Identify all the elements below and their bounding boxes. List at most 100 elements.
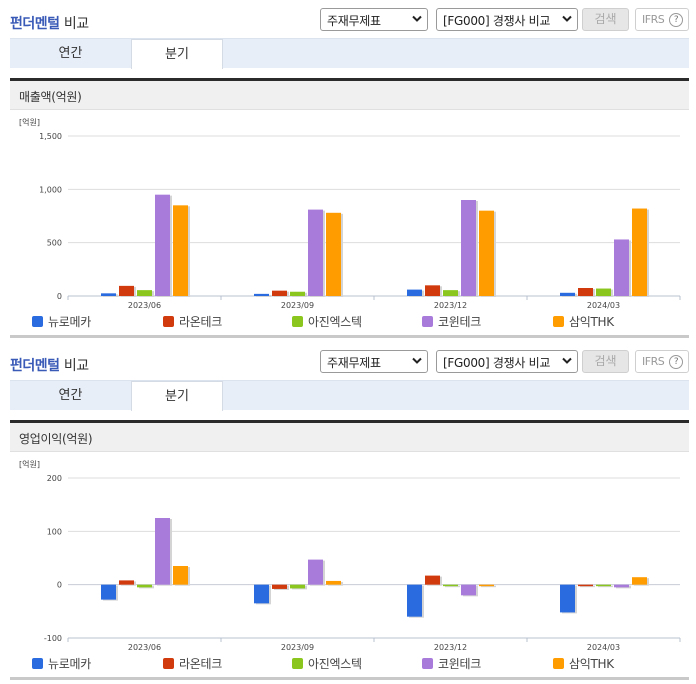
bar[interactable] (155, 518, 170, 585)
bar[interactable] (272, 584, 287, 589)
bar[interactable] (254, 293, 269, 296)
bar[interactable] (461, 200, 476, 296)
statement-type-select[interactable]: 주재무제표 (320, 350, 428, 373)
bar[interactable] (596, 288, 611, 296)
legend-label: 라온테크 (179, 657, 222, 671)
y-tick-label: 100 (47, 527, 62, 536)
bar[interactable] (173, 205, 188, 296)
legend-item[interactable]: 삼익THK (553, 655, 614, 672)
chart-panel-title: 영업이익(억원) (19, 432, 93, 446)
bar[interactable] (407, 289, 422, 296)
bar[interactable] (101, 584, 116, 600)
y-axis-unit: [억원] (19, 459, 40, 469)
period-tabs: 연간 분기 (10, 380, 689, 411)
legend-item[interactable]: 라온테크 (163, 313, 222, 330)
bar[interactable] (578, 288, 593, 296)
bar[interactable] (290, 584, 305, 589)
y-tick-label: 1,500 (39, 132, 62, 141)
y-tick-label: 0 (57, 292, 62, 301)
chart-panel-title: 매출액(억원) (19, 90, 82, 104)
bar[interactable] (479, 210, 494, 296)
search-button[interactable]: 검색 (582, 350, 629, 373)
bar[interactable] (308, 559, 323, 585)
x-tick-label: 2023/06 (128, 301, 161, 310)
bar[interactable] (101, 293, 116, 296)
legend-item[interactable]: 코윈테크 (422, 655, 481, 672)
bar[interactable] (443, 584, 458, 587)
x-tick-label: 2024/03 (587, 301, 620, 310)
bar[interactable] (254, 584, 269, 604)
bar[interactable] (272, 290, 287, 296)
ifrs-button[interactable]: IFRS ? (635, 8, 689, 31)
fundamental-section-operating-profit: 펀더멘털 비교 주재무제표 [FG000] 경쟁사 비교 검색 IFRS ? 연… (0, 342, 696, 684)
legend-swatch-icon (32, 658, 43, 669)
chart-legend: 뉴로메카 라온테크 아진엑스텍 코윈테크 삼익THK (0, 313, 696, 333)
bar[interactable] (326, 212, 341, 296)
bar[interactable] (425, 285, 440, 296)
chevron-down-icon (562, 357, 572, 364)
help-icon[interactable]: ? (669, 13, 683, 27)
legend-swatch-icon (292, 316, 303, 327)
bar[interactable] (155, 194, 170, 296)
legend-item[interactable]: 라온테크 (163, 655, 222, 672)
bar[interactable] (425, 575, 440, 585)
bar[interactable] (560, 584, 575, 613)
bar[interactable] (137, 290, 152, 296)
bar[interactable] (137, 584, 152, 588)
x-tick-label: 2023/09 (281, 643, 314, 652)
bar[interactable] (614, 584, 629, 588)
ifrs-button[interactable]: IFRS ? (635, 350, 689, 373)
search-button[interactable]: 검색 (582, 8, 629, 31)
bar[interactable] (308, 209, 323, 296)
bar[interactable] (173, 566, 188, 585)
legend-item[interactable]: 아진엑스텍 (292, 655, 362, 672)
revenue-bar-chart: [억원] 0 500 1,000 1,500 2023/06 2023/09 2023/12 2… (19, 117, 681, 310)
comparison-select[interactable]: [FG000] 경쟁사 비교 (436, 350, 578, 373)
bar[interactable] (578, 584, 593, 587)
bar[interactable] (461, 584, 476, 596)
title-part2: 비교 (63, 16, 89, 32)
bar[interactable] (443, 290, 458, 296)
bar[interactable] (326, 580, 341, 585)
legend-swatch-icon (32, 316, 43, 327)
bar[interactable] (119, 580, 134, 585)
tab-annual[interactable]: 연간 (58, 46, 83, 61)
bar[interactable] (632, 577, 647, 585)
help-icon[interactable]: ? (669, 355, 683, 369)
period-tabs: 연간 분기 (10, 38, 689, 69)
legend-item[interactable]: 뉴로메카 (32, 655, 91, 672)
bar[interactable] (614, 239, 629, 296)
legend-item[interactable]: 아진엑스텍 (292, 313, 362, 330)
legend-swatch-icon (422, 658, 433, 669)
legend-item[interactable]: 삼익THK (553, 313, 614, 330)
title-part1: 펀더멘털 (10, 16, 60, 32)
bar[interactable] (290, 291, 305, 296)
statement-type-select[interactable]: 주재무제표 (320, 8, 428, 31)
comparison-select[interactable]: [FG000] 경쟁사 비교 (436, 8, 578, 31)
bar[interactable] (119, 285, 134, 296)
y-tick-label: 200 (47, 474, 62, 483)
comparison-value: [FG000] 경쟁사 비교 (443, 14, 551, 28)
x-tick-label: 2023/12 (434, 301, 467, 310)
ifrs-label: IFRS (642, 13, 665, 26)
section-title: 펀더멘털 비교 (10, 355, 89, 375)
fundamental-section-revenue: 펀더멘털 비교 주재무제표 [FG000] 경쟁사 비교 검색 IFRS ? 연… (0, 0, 696, 338)
bar[interactable] (407, 584, 422, 617)
chevron-down-icon (562, 15, 572, 22)
bar[interactable] (632, 208, 647, 296)
operating-profit-bar-chart: [억원] -100 0 100 200 2023/06 2023/09 2023/12 2024… (19, 459, 681, 652)
bar[interactable] (596, 584, 611, 587)
legend-item[interactable]: 뉴로메카 (32, 313, 91, 330)
statement-type-value: 주재무제표 (327, 356, 381, 370)
legend-item[interactable]: 코윈테크 (422, 313, 481, 330)
bar[interactable] (560, 292, 575, 296)
y-tick-label: 500 (47, 239, 62, 248)
bar[interactable] (479, 584, 494, 587)
tab-quarterly[interactable]: 분기 (131, 39, 223, 69)
legend-label: 아진엑스텍 (308, 657, 362, 671)
tab-annual[interactable]: 연간 (58, 388, 83, 403)
legend-label: 뉴로메카 (48, 315, 91, 329)
comparison-value: [FG000] 경쟁사 비교 (443, 356, 551, 370)
tab-quarterly[interactable]: 분기 (131, 381, 223, 411)
section-header: 펀더멘털 비교 주재무제표 [FG000] 경쟁사 비교 검색 IFRS ? (0, 0, 696, 38)
